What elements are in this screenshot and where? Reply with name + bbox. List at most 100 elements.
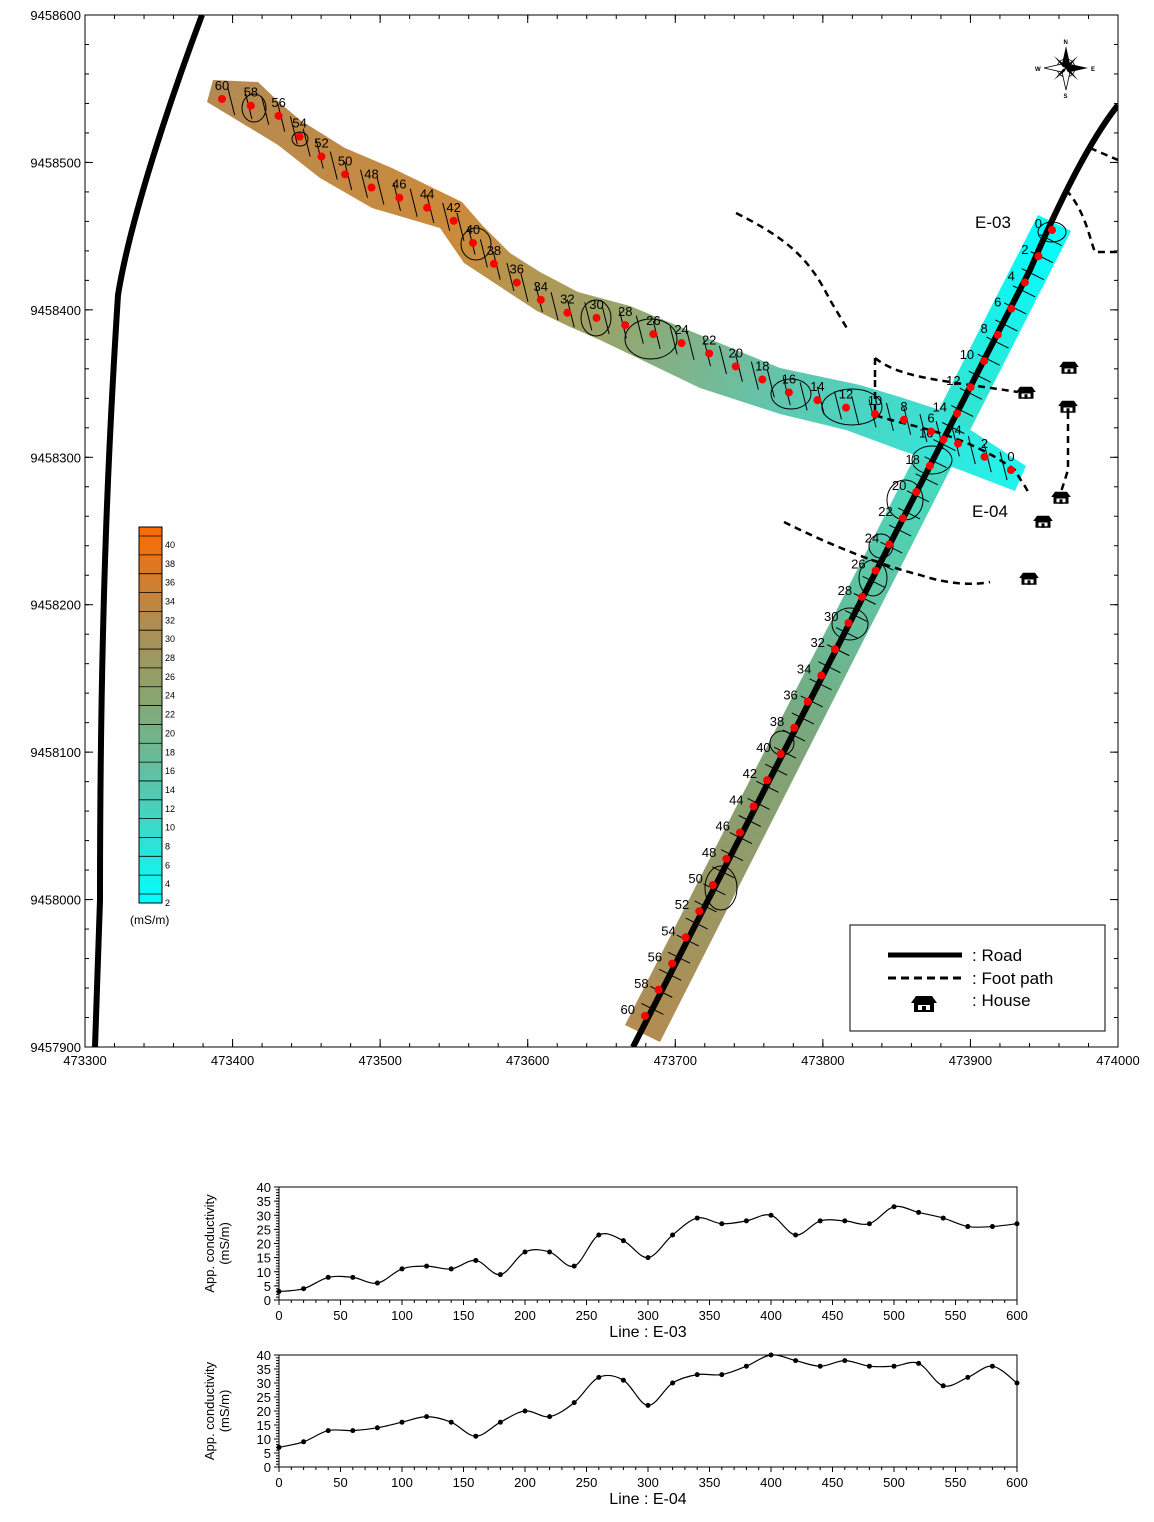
contour-tick <box>986 336 1009 349</box>
contour-tick <box>799 382 808 411</box>
contour-tick <box>442 202 451 231</box>
data-point <box>424 1263 430 1269</box>
station-label: 18 <box>905 452 919 467</box>
stations-e04: 0246810121416182022242628303234363840424… <box>215 78 1015 474</box>
houses <box>1016 361 1079 585</box>
station-label: 46 <box>392 177 406 192</box>
contour-tick <box>924 456 947 469</box>
data-point <box>891 1204 897 1210</box>
y-tick-label: 15 <box>257 1418 271 1433</box>
data-point <box>276 1289 282 1295</box>
station-label: 48 <box>702 845 716 860</box>
data-point <box>965 1224 971 1230</box>
contour-tick <box>950 404 974 417</box>
station-label: 38 <box>487 243 501 258</box>
contour-tick <box>506 262 515 292</box>
station-label: 12 <box>946 373 960 388</box>
data-point <box>399 1266 405 1272</box>
contour-tick <box>584 302 593 331</box>
compass-n: N <box>1064 40 1068 46</box>
station-label: 26 <box>851 557 865 572</box>
station-point <box>722 854 731 863</box>
y-tick-label: 30 <box>257 1208 271 1223</box>
station-point <box>870 409 879 418</box>
contour-tick <box>959 387 983 400</box>
data-point <box>719 1221 725 1227</box>
station-label: 54 <box>292 116 306 131</box>
station-point <box>790 723 799 732</box>
station-label: 4 <box>1008 268 1015 283</box>
contour-tick <box>885 402 894 432</box>
contour-tick <box>897 507 921 520</box>
y-axis-label: App. conductivity <box>202 1361 217 1460</box>
foot-paths <box>735 146 1118 585</box>
line-e03-label: E-03 <box>975 213 1011 232</box>
station-point <box>731 362 740 371</box>
station-point <box>668 959 677 968</box>
station-point <box>274 111 283 120</box>
data-point <box>473 1257 479 1263</box>
station-point <box>927 427 936 436</box>
data-point <box>866 1221 872 1227</box>
station-point <box>953 409 962 418</box>
station-point <box>813 396 822 405</box>
station-label: 34 <box>534 279 548 294</box>
x-tick-label: 200 <box>514 1475 536 1490</box>
data-point <box>670 1232 676 1238</box>
y-tick-label: 20 <box>257 1404 271 1419</box>
map-y-tick-label: 9458300 <box>30 450 81 465</box>
contour-tick <box>851 395 860 425</box>
legend-road-label: : Road <box>972 946 1022 965</box>
series-line <box>278 1354 1018 1448</box>
data-point <box>522 1408 528 1414</box>
data-point <box>374 1425 380 1431</box>
station-label: 24 <box>674 322 688 337</box>
station-label: 36 <box>510 262 524 277</box>
x-tick-label: 50 <box>333 1475 347 1490</box>
station-label: 48 <box>364 167 378 182</box>
station-label: 6 <box>994 295 1001 310</box>
data-point <box>497 1272 503 1278</box>
contour-tick <box>1021 268 1045 281</box>
contour-tick <box>833 391 842 420</box>
chart-title: Line : E-03 <box>609 1324 686 1341</box>
map-x-tick-label: 473400 <box>211 1053 254 1068</box>
data-point <box>596 1374 602 1380</box>
station-label: 46 <box>715 819 729 834</box>
colorbar-tick-label: 10 <box>165 823 175 833</box>
station-point <box>925 461 934 470</box>
data-point <box>374 1280 380 1286</box>
station-point <box>705 349 714 358</box>
contour-tick <box>456 212 465 241</box>
data-point <box>522 1249 528 1255</box>
contour-tick <box>261 96 270 125</box>
contour-tick <box>906 490 930 503</box>
station-label: 32 <box>810 635 824 650</box>
colorbar-tick-label: 18 <box>165 747 175 757</box>
contour-tick <box>750 361 759 390</box>
x-tick-label: 450 <box>822 1308 844 1323</box>
y-tick-label: 40 <box>257 1180 271 1195</box>
contour-tick <box>479 239 488 268</box>
station-point <box>563 308 572 317</box>
station-point <box>1034 252 1043 261</box>
house-icon <box>911 996 937 1012</box>
contour-tick <box>999 451 1008 481</box>
station-label: 0 <box>1007 449 1014 464</box>
station-label: 8 <box>980 321 987 336</box>
station-label: 4 <box>954 423 961 438</box>
station-label: 30 <box>589 297 603 312</box>
x-tick-label: 250 <box>576 1308 598 1323</box>
data-point <box>768 1212 774 1218</box>
map-frame <box>84 14 1119 1048</box>
x-tick-label: 100 <box>391 1475 413 1490</box>
colorbar-tick-label: 36 <box>165 578 175 588</box>
north-arrow-icon: N S E W <box>1035 40 1095 100</box>
station-point <box>817 671 826 680</box>
x-tick-label: 600 <box>1006 1308 1028 1323</box>
x-tick-label: 550 <box>945 1475 967 1490</box>
map-legend: : Road : Foot path : House <box>849 924 1106 1032</box>
station-point <box>654 985 663 994</box>
map-y-tick-label: 9458100 <box>30 745 81 760</box>
station-point <box>395 193 404 202</box>
